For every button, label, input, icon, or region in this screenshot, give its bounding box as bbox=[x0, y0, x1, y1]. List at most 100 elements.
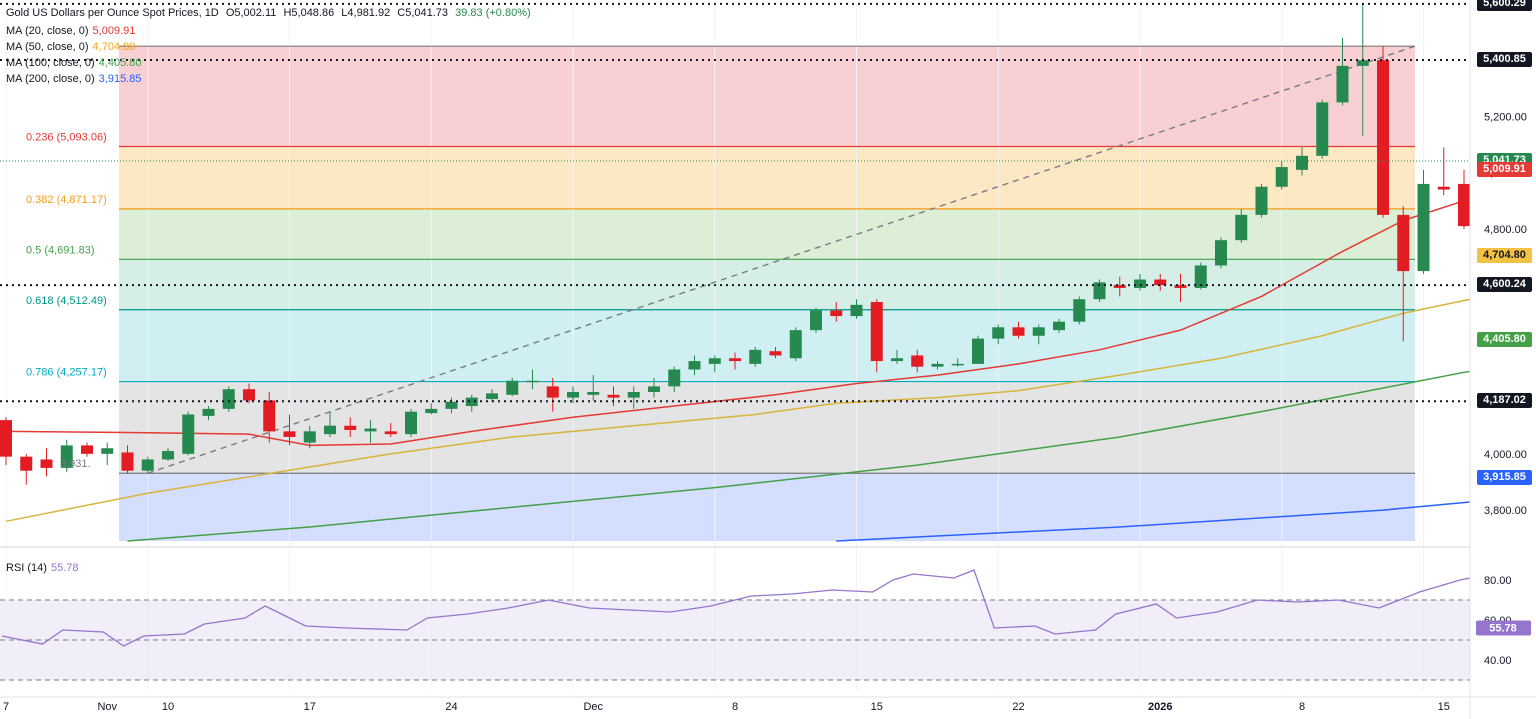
y-tick-label: 4,800.00 bbox=[1484, 224, 1527, 236]
candle-body bbox=[506, 380, 519, 395]
candle-body bbox=[81, 445, 93, 454]
fib-label: 0.5 (4,691.83) bbox=[26, 244, 95, 256]
price-tag: 3,915.85 bbox=[1477, 469, 1532, 485]
fibonacci-lines bbox=[119, 45, 1415, 474]
candles bbox=[0, 3, 1531, 485]
fibonacci-labels: 0.236 (5,093.06) 0.382 (4,871.17) 0.5 (4,6… bbox=[26, 132, 107, 471]
candle-body bbox=[1417, 183, 1430, 272]
candle-body bbox=[20, 456, 33, 471]
candle-body bbox=[526, 380, 539, 383]
candle-body bbox=[729, 358, 741, 362]
candle-body bbox=[1113, 285, 1126, 288]
close-value: C5,041.73 bbox=[397, 7, 449, 19]
x-tick-label: 24 bbox=[445, 701, 457, 713]
candle-body bbox=[263, 400, 276, 432]
fib-zone bbox=[119, 146, 1415, 209]
x-tick-label: 15 bbox=[871, 701, 883, 713]
low-value: L4,981.92 bbox=[341, 7, 391, 19]
candle-body bbox=[648, 386, 660, 392]
x-tick-label: 7 bbox=[3, 701, 9, 713]
candle-body bbox=[405, 411, 417, 435]
x-tick-label: 8 bbox=[1299, 701, 1305, 713]
x-tick-label: Nov bbox=[97, 701, 117, 713]
candle-body bbox=[1134, 279, 1146, 288]
ma100-legend: MA (100, close, 0) 4,405.80 bbox=[6, 57, 142, 69]
candle-body bbox=[708, 358, 721, 364]
candle-body bbox=[141, 459, 154, 471]
x-tick-label: Dec bbox=[583, 701, 603, 713]
x-tick-label: 2026 bbox=[1148, 701, 1172, 713]
candle-body bbox=[972, 338, 984, 364]
candle-body bbox=[0, 420, 12, 457]
fib-zone bbox=[119, 473, 1415, 541]
candle-body bbox=[1336, 65, 1349, 103]
candle-body bbox=[364, 428, 377, 432]
candle-body bbox=[567, 391, 579, 398]
candle-body bbox=[40, 459, 53, 468]
x-tick-label: 8 bbox=[732, 701, 738, 713]
candle-body bbox=[1093, 282, 1106, 300]
candle-body bbox=[1053, 321, 1065, 331]
price-tag: 5,009.91 bbox=[1477, 161, 1532, 177]
candle-body bbox=[951, 363, 964, 366]
fib-zone bbox=[119, 46, 1415, 147]
candle-body bbox=[222, 389, 235, 409]
fib-trend-line bbox=[147, 45, 1416, 474]
rsi-line bbox=[1, 566, 1536, 647]
change-value: 39.83 (+0.80%) bbox=[455, 7, 531, 19]
candle-body bbox=[688, 361, 701, 370]
x-tick-label: 15 bbox=[1438, 701, 1450, 713]
fib-label: 0.382 (4,871.17) bbox=[26, 194, 107, 206]
candle-body bbox=[1296, 155, 1308, 170]
candle-body bbox=[243, 389, 255, 401]
price-tag: 4,600.24 bbox=[1477, 277, 1532, 293]
candle-body bbox=[1194, 265, 1207, 288]
fib-label: 0.236 (5,093.06) bbox=[26, 132, 107, 144]
candle-body bbox=[486, 393, 498, 400]
candle-body bbox=[1316, 102, 1329, 156]
fib-label: 0.618 (4,512.49) bbox=[26, 295, 107, 307]
candle-body bbox=[870, 302, 883, 362]
candle-body bbox=[1032, 327, 1045, 336]
candle-body bbox=[911, 355, 924, 367]
candle-body bbox=[445, 401, 458, 409]
candle-body bbox=[931, 363, 944, 367]
candle-body bbox=[891, 358, 903, 362]
candle-body bbox=[850, 304, 863, 317]
ma50-legend: MA (50, close, 0) 4,704.80 bbox=[6, 41, 136, 53]
candle-body bbox=[162, 451, 174, 460]
candle-body bbox=[344, 425, 357, 430]
candle-body bbox=[1012, 327, 1025, 336]
candle-body bbox=[1255, 186, 1268, 215]
dotted-levels bbox=[0, 2, 1470, 403]
candle-body bbox=[202, 408, 215, 416]
candle-body bbox=[384, 431, 397, 435]
x-tick-label: 10 bbox=[162, 701, 174, 713]
candle-body bbox=[1174, 285, 1187, 288]
candle-body bbox=[324, 425, 336, 435]
candle-body bbox=[1397, 214, 1410, 272]
price-tag: 4,405.80 bbox=[1477, 331, 1532, 347]
candle-body bbox=[283, 431, 296, 437]
fib-zone bbox=[119, 309, 1415, 382]
ma200-legend: MA (200, close, 0) 3,915.85 bbox=[6, 73, 142, 85]
candle-body bbox=[587, 391, 600, 395]
candle-body bbox=[1377, 60, 1389, 215]
candle-body bbox=[465, 397, 478, 407]
y-tick-label: 4,000.00 bbox=[1484, 449, 1527, 461]
price-tag: 5,400.85 bbox=[1477, 51, 1532, 67]
candle-body bbox=[1437, 186, 1450, 190]
rsi-value-tag-label: 55.78 bbox=[1489, 622, 1517, 634]
high-value: H5,048.86 bbox=[283, 7, 335, 19]
price-tag: 4,704.80 bbox=[1477, 247, 1532, 263]
symbol-title: Gold US Dollars per Ounce Spot Prices, 1… bbox=[6, 7, 219, 19]
candle-body bbox=[1235, 214, 1248, 241]
candle-body bbox=[60, 445, 73, 468]
candle-body bbox=[1215, 240, 1227, 266]
fib-zone bbox=[119, 208, 1415, 260]
candle-body bbox=[810, 310, 822, 331]
x-tick-label: 17 bbox=[304, 701, 316, 713]
y-tick-label: 5,200.00 bbox=[1484, 111, 1527, 123]
